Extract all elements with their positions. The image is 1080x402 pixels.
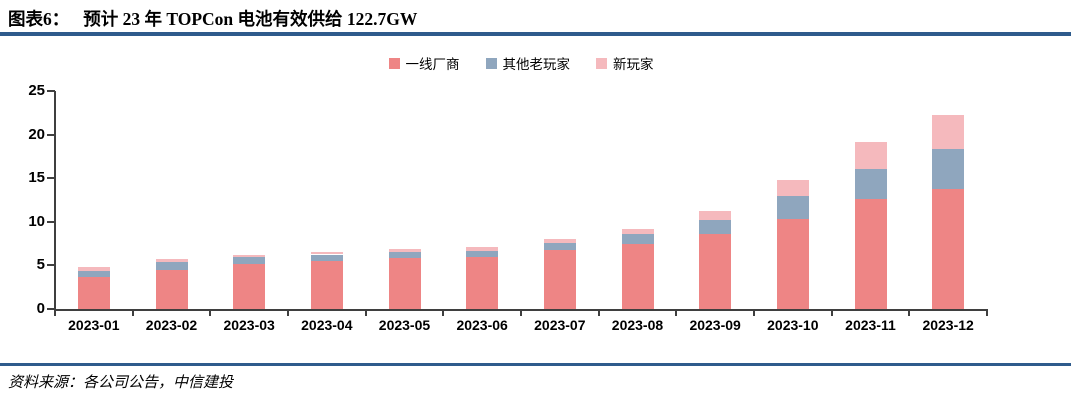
bar-segment-一线厂商 bbox=[155, 269, 188, 309]
figure-number: 图表6： bbox=[8, 9, 70, 29]
y-axis-tick-mark bbox=[47, 90, 55, 92]
bar-segment-其他老玩家 bbox=[543, 243, 576, 250]
x-axis-tick-label: 2023-12 bbox=[922, 317, 974, 333]
bar-segment-一线厂商 bbox=[466, 257, 499, 309]
y-axis-tick-mark bbox=[47, 264, 55, 267]
bar-segment-新玩家 bbox=[77, 266, 110, 271]
figure-title: 图表6： 预计 23 年 TOPCon 电池有效供给 122.7GW bbox=[8, 6, 417, 31]
x-axis-tick-label: 2023-06 bbox=[456, 317, 508, 333]
x-axis-tick-label: 2023-02 bbox=[145, 317, 198, 333]
bar-segment-新玩家 bbox=[621, 229, 654, 235]
y-axis-tick-mark bbox=[47, 133, 55, 136]
x-axis-tick-mark bbox=[287, 309, 289, 316]
bar-segment-一线厂商 bbox=[310, 260, 343, 309]
header-rule bbox=[0, 32, 1071, 36]
bar-segment-其他老玩家 bbox=[932, 149, 965, 190]
x-axis-tick-label: 2023-03 bbox=[223, 317, 275, 333]
bar-segment-新玩家 bbox=[155, 259, 188, 262]
legend-item: 新玩家 bbox=[596, 53, 654, 73]
bar-segment-一线厂商 bbox=[776, 218, 809, 309]
bar-segment-新玩家 bbox=[699, 211, 732, 220]
legend-swatch-icon bbox=[485, 57, 497, 69]
bar-segment-一线厂商 bbox=[543, 249, 576, 309]
x-axis-tick-label: 2023-10 bbox=[767, 317, 819, 333]
x-axis-tick-mark bbox=[908, 309, 911, 316]
y-axis-tick-label: 0 bbox=[36, 300, 45, 317]
bar-segment-其他老玩家 bbox=[776, 196, 809, 219]
y-axis-tick-mark bbox=[47, 308, 55, 310]
y-axis-tick-label: 20 bbox=[28, 125, 45, 143]
x-axis-tick-label: 2023-01 bbox=[68, 317, 120, 333]
bar-segment-其他老玩家 bbox=[233, 257, 266, 264]
legend-item: 一线厂商 bbox=[388, 53, 460, 73]
bar-segment-其他老玩家 bbox=[466, 250, 499, 258]
bar-segment-新玩家 bbox=[310, 251, 343, 255]
x-axis-tick-label: 2023-08 bbox=[611, 317, 664, 333]
x-axis-tick-mark bbox=[830, 309, 833, 316]
bar-segment-新玩家 bbox=[388, 249, 421, 252]
bar-segment-一线厂商 bbox=[699, 233, 732, 309]
bar-segment-新玩家 bbox=[776, 179, 809, 197]
bar-segment-其他老玩家 bbox=[388, 251, 421, 259]
y-axis-tick-mark bbox=[47, 177, 55, 180]
bar-segment-其他老玩家 bbox=[621, 234, 654, 245]
y-axis-tick-mark bbox=[47, 220, 55, 223]
bar-segment-其他老玩家 bbox=[699, 219, 732, 234]
x-axis-tick-mark bbox=[753, 309, 755, 316]
bar-segment-一线厂商 bbox=[854, 198, 887, 309]
footer-rule bbox=[0, 363, 1071, 366]
legend-label: 其他老玩家 bbox=[502, 57, 571, 72]
chart-legend: 一线厂商 其他老玩家 新玩家 bbox=[55, 53, 987, 73]
bar-segment-一线厂商 bbox=[621, 244, 654, 309]
y-axis-tick-label: 10 bbox=[28, 212, 45, 230]
x-axis-tick-mark bbox=[675, 309, 678, 316]
x-axis-tick-mark bbox=[986, 309, 988, 316]
x-axis-tick-label: 2023-05 bbox=[378, 317, 431, 333]
x-axis-tick-mark bbox=[364, 309, 367, 316]
legend-swatch-icon bbox=[388, 57, 400, 69]
x-axis-tick-label: 2023-04 bbox=[301, 317, 353, 333]
x-axis-tick-label: 2023-07 bbox=[534, 317, 586, 333]
x-axis-tick-label: 2023-09 bbox=[689, 317, 741, 333]
y-axis-line bbox=[53, 91, 56, 311]
bar-segment-其他老玩家 bbox=[155, 261, 188, 270]
bar-segment-一线厂商 bbox=[233, 263, 266, 309]
x-axis-tick-mark bbox=[597, 309, 600, 316]
bar-segment-新玩家 bbox=[233, 254, 266, 258]
x-axis-tick-mark bbox=[520, 309, 522, 316]
x-axis-tick-mark bbox=[209, 309, 212, 316]
legend-label: 新玩家 bbox=[613, 57, 654, 72]
figure-title-text: 预计 23 年 TOPCon 电池有效供给 122.7GW bbox=[83, 9, 418, 29]
y-axis-tick-label: 5 bbox=[36, 256, 45, 274]
bar-segment-一线厂商 bbox=[77, 276, 110, 309]
bar-segment-一线厂商 bbox=[388, 258, 421, 309]
bar-segment-其他老玩家 bbox=[77, 270, 110, 277]
bar-segment-新玩家 bbox=[932, 115, 965, 150]
source-note: 资料来源：各公司公告，中信建投 bbox=[8, 375, 234, 391]
x-axis-tick-mark bbox=[54, 309, 56, 316]
bar-segment-一线厂商 bbox=[932, 189, 965, 309]
bar-segment-新玩家 bbox=[543, 239, 576, 244]
bar-segment-新玩家 bbox=[466, 246, 499, 251]
y-axis-tick-label: 15 bbox=[28, 169, 45, 187]
x-axis-tick-label: 2023-11 bbox=[845, 317, 896, 333]
legend-swatch-icon bbox=[596, 57, 607, 69]
legend-item: 其他老玩家 bbox=[485, 53, 571, 73]
x-axis-tick-mark bbox=[442, 309, 445, 316]
bar-segment-新玩家 bbox=[854, 141, 887, 170]
legend-label: 一线厂商 bbox=[405, 57, 460, 72]
bar-segment-其他老玩家 bbox=[854, 169, 887, 199]
y-axis-tick-label: 25 bbox=[28, 82, 45, 99]
x-axis-tick-mark bbox=[131, 309, 134, 316]
bar-segment-其他老玩家 bbox=[310, 254, 343, 261]
